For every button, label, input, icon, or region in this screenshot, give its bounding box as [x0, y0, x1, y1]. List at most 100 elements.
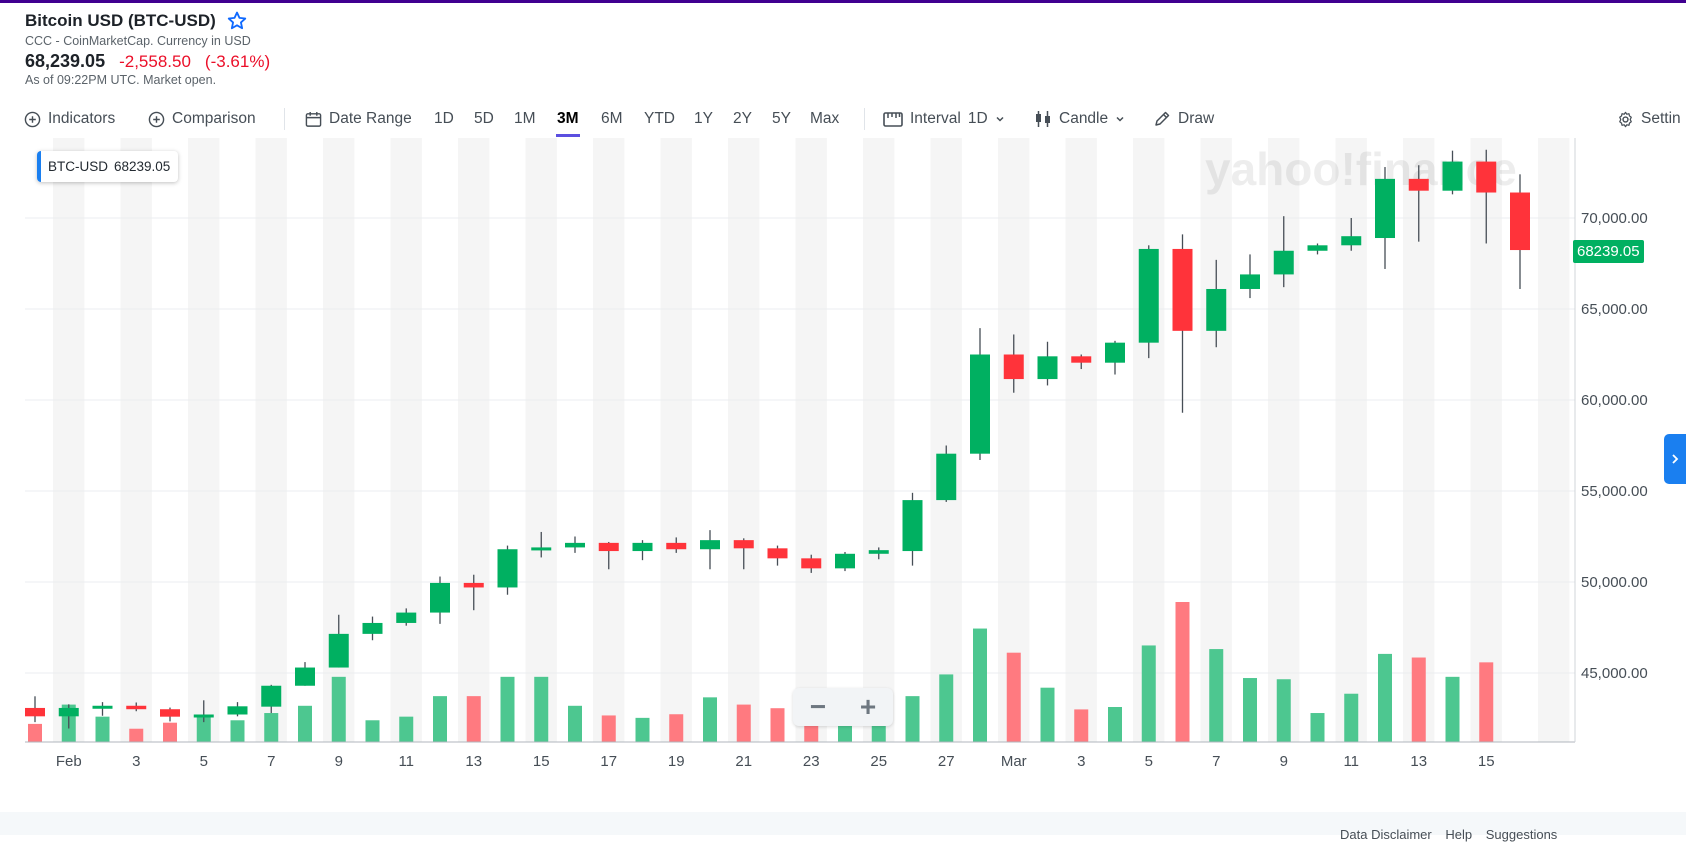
candle-body[interactable] [1240, 274, 1260, 289]
price-chart[interactable]: 70,000.00 65,000.00 60,000.00 55,000.00 50,0… [0, 138, 1686, 788]
expand-panel-button[interactable] [1664, 434, 1686, 484]
candle-body[interactable] [835, 553, 855, 569]
background-band [120, 138, 152, 742]
candle-body[interactable] [970, 354, 990, 454]
legend-value: 68239.05 [114, 159, 171, 174]
candle-body[interactable] [1476, 161, 1497, 193]
candle-body[interactable] [261, 685, 282, 707]
candle-body[interactable] [1408, 178, 1429, 191]
volume-bar [635, 717, 650, 742]
range-2y[interactable]: 2Y [733, 110, 752, 127]
volume-bar [331, 676, 346, 742]
background-band [1200, 138, 1232, 742]
background-band [1133, 138, 1165, 742]
candle-body[interactable] [1273, 250, 1294, 275]
volume-bar [1378, 653, 1392, 742]
volume-bar [1006, 652, 1021, 742]
x-tick-label: Mar [1001, 753, 1027, 770]
candle-body[interactable] [1510, 192, 1530, 251]
range-1m[interactable]: 1M [514, 110, 536, 127]
candle-body[interactable] [1037, 356, 1058, 380]
chevron-right-icon [1672, 454, 1679, 464]
background-band [863, 138, 895, 742]
x-tick-label: 5 [1145, 753, 1153, 770]
volume-bar [905, 696, 920, 742]
volume-bar [433, 696, 447, 742]
chart-legend[interactable]: BTC-USD 68239.05 [37, 151, 179, 182]
x-tick-label: 17 [600, 753, 617, 770]
page-title: Bitcoin USD (BTC-USD) [25, 11, 216, 30]
candle-body[interactable] [463, 582, 484, 588]
candle-body[interactable] [1442, 161, 1463, 191]
candle-body[interactable] [126, 705, 147, 710]
price-change: -2,558.50 [119, 52, 191, 71]
x-tick-label: 15 [533, 753, 550, 770]
candle-body[interactable] [1071, 356, 1092, 363]
candle-body[interactable] [1375, 178, 1395, 239]
candle-body[interactable] [227, 706, 248, 715]
candle-body[interactable] [58, 707, 79, 717]
candle-body[interactable] [396, 612, 417, 623]
candle-body[interactable] [497, 549, 518, 588]
range-5y[interactable]: 5Y [772, 110, 791, 127]
range-6m[interactable]: 6M [601, 110, 623, 127]
quote-header: Bitcoin USD (BTC-USD) CCC - CoinMarketCa… [25, 10, 270, 87]
interval-button[interactable]: Interval 1D [883, 110, 1005, 128]
volume-bar [601, 715, 616, 742]
x-tick-label: Feb [56, 753, 82, 770]
watchlist-star-icon[interactable] [226, 10, 248, 32]
candle-body[interactable] [632, 542, 653, 552]
candle-body[interactable] [25, 707, 45, 717]
candlestick-icon [1036, 111, 1050, 127]
candle-body[interactable] [362, 622, 383, 634]
background-band [1538, 138, 1570, 742]
range-ytd[interactable]: YTD [644, 110, 675, 127]
range-5d[interactable]: 5D [474, 110, 494, 127]
candle-body[interactable] [1105, 342, 1125, 363]
toolbar-divider [284, 108, 285, 130]
range-3m[interactable]: 3M [556, 110, 580, 137]
candle-body[interactable] [767, 548, 788, 559]
volume-bar [1108, 707, 1122, 742]
settings-button[interactable]: Settin [1617, 110, 1681, 128]
candle-body[interactable] [936, 453, 957, 501]
pencil-icon [1155, 111, 1170, 126]
candle-body[interactable] [1003, 354, 1024, 380]
background-band [188, 138, 220, 742]
comparison-button[interactable]: Comparison [148, 110, 256, 128]
candle-body[interactable] [1307, 245, 1328, 251]
candle-body[interactable] [430, 582, 450, 613]
draw-button[interactable]: Draw [1153, 110, 1214, 128]
background-band [593, 138, 625, 742]
candle-body[interactable] [295, 667, 315, 686]
candle-body[interactable] [531, 547, 552, 551]
zoom-out-icon[interactable]: − [809, 691, 827, 722]
candle-body[interactable] [1138, 248, 1159, 343]
candle-body[interactable] [92, 705, 113, 709]
range-1d[interactable]: 1D [434, 110, 454, 127]
candle-body[interactable] [160, 709, 180, 717]
range-1y[interactable]: 1Y [694, 110, 713, 127]
range-max[interactable]: Max [810, 110, 840, 127]
volume-bar [736, 704, 751, 742]
volume-bar [466, 696, 481, 742]
candle-body[interactable] [868, 550, 889, 554]
candle-body[interactable] [1172, 248, 1193, 331]
candle-body[interactable] [328, 633, 349, 668]
candle-body[interactable] [1341, 236, 1362, 246]
candle-body[interactable] [801, 558, 822, 569]
candle-body[interactable] [565, 542, 585, 548]
candle-body[interactable] [666, 542, 687, 550]
candle-body[interactable] [598, 542, 619, 552]
volume-bar [196, 716, 211, 742]
chart-type-button[interactable]: Candle [1034, 110, 1125, 128]
candle-body[interactable] [902, 500, 923, 552]
indicators-button[interactable]: Indicators [24, 110, 115, 128]
volume-bar [28, 723, 42, 742]
candle-body[interactable] [700, 540, 720, 550]
zoom-in-icon[interactable]: + [859, 691, 877, 722]
date-range-button[interactable]: Date Range [305, 110, 412, 128]
candle-body[interactable] [193, 714, 214, 718]
candle-body[interactable] [733, 540, 754, 549]
candle-body[interactable] [1206, 288, 1227, 331]
